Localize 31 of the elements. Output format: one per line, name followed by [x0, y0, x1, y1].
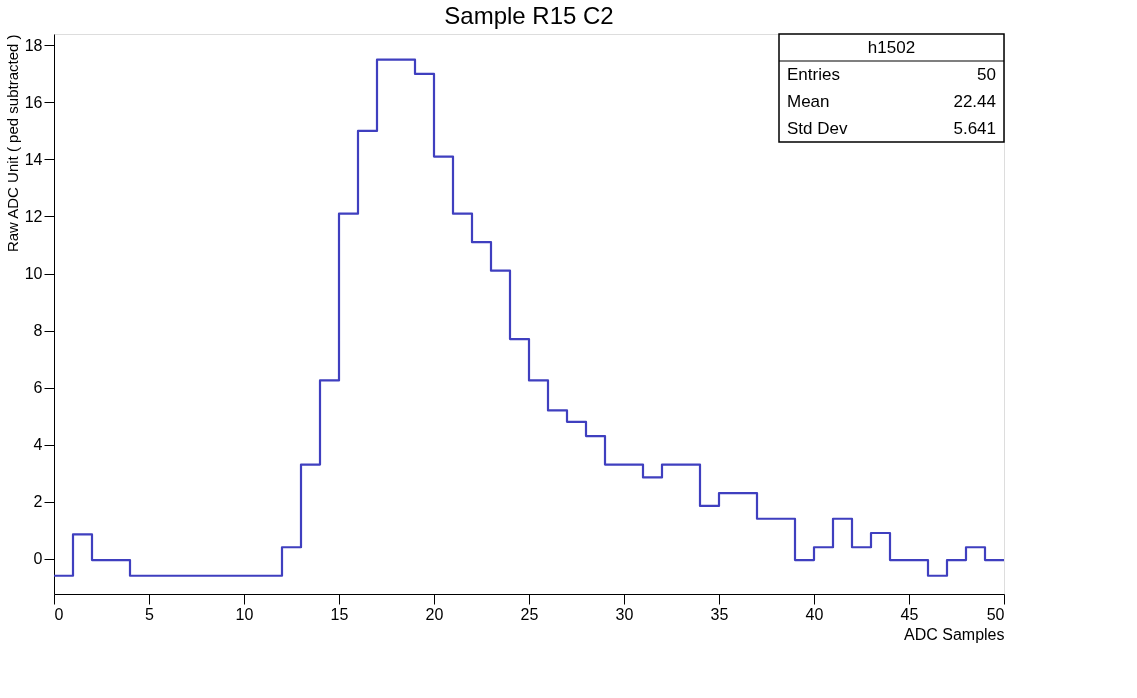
y-tick-label: 4 — [33, 436, 43, 454]
y-axis-title: Raw ADC Unit ( ped subtracted ) — [3, 34, 21, 253]
y-tick-label: 0 — [33, 550, 43, 568]
y-tick-label: 8 — [33, 322, 43, 340]
y-tick-label: 14 — [24, 150, 43, 168]
x-axis-title: ADC Samples — [904, 625, 1005, 643]
x-tick-label: 20 — [425, 605, 444, 623]
y-tick-label: 6 — [33, 379, 43, 397]
x-tick-label: 5 — [145, 605, 155, 623]
chart-title: Sample R15 C2 — [444, 2, 614, 30]
x-tick-label: 15 — [330, 605, 349, 623]
annotation: Mean — [787, 91, 830, 111]
annotation: Std Dev — [787, 118, 848, 138]
y-tick-label: 12 — [24, 207, 43, 225]
x-tick-label: 45 — [900, 605, 919, 623]
annotation: Entries — [787, 64, 840, 84]
x-tick-label: 10 — [235, 605, 254, 623]
annotation: 50 — [977, 64, 996, 84]
x-tick-label: 50 — [986, 605, 1005, 623]
annotation: h1502 — [867, 37, 916, 57]
annotation: 22.44 — [953, 91, 996, 111]
y-tick-label: 16 — [24, 93, 43, 111]
y-tick-label: 18 — [24, 36, 43, 54]
x-tick-label: 40 — [805, 605, 824, 623]
annotation: 5.641 — [953, 118, 996, 138]
y-tick-label: 10 — [24, 265, 43, 283]
x-tick-label: 35 — [710, 605, 729, 623]
x-tick-label: 30 — [615, 605, 634, 623]
y-tick-label: 2 — [33, 493, 43, 511]
x-tick-label: 0 — [54, 605, 64, 623]
x-tick-label: 25 — [520, 605, 539, 623]
